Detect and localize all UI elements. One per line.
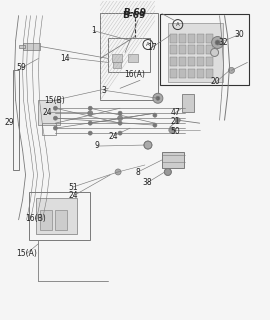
Bar [100, 13, 158, 100]
Bar [29, 192, 90, 240]
Bar [162, 152, 184, 168]
Circle shape [88, 121, 92, 125]
Bar [197, 45, 204, 54]
Circle shape [153, 123, 157, 127]
Bar [179, 58, 186, 67]
Bar [188, 34, 195, 43]
Circle shape [118, 131, 122, 135]
Bar [108, 37, 150, 72]
Bar [179, 69, 186, 78]
Text: A: A [176, 22, 180, 27]
Text: B-69: B-69 [123, 8, 147, 17]
Text: 20: 20 [211, 77, 220, 86]
Bar [197, 58, 204, 67]
Bar [55, 210, 67, 230]
Circle shape [53, 116, 58, 120]
Text: 51: 51 [68, 183, 78, 192]
Text: 24: 24 [109, 132, 118, 140]
Text: 17: 17 [148, 43, 157, 52]
Text: 16(A): 16(A) [124, 70, 146, 79]
Text: 1: 1 [91, 27, 96, 36]
Bar [170, 58, 177, 67]
Bar [206, 69, 212, 78]
Bar [40, 210, 52, 230]
Bar [188, 58, 195, 67]
Circle shape [53, 106, 58, 110]
Circle shape [215, 40, 220, 45]
Circle shape [118, 116, 123, 121]
Bar [170, 34, 177, 43]
Bar [179, 34, 186, 43]
Text: A: A [146, 42, 150, 47]
Circle shape [144, 141, 152, 149]
Bar [128, 54, 138, 62]
Bar [197, 34, 204, 43]
Circle shape [228, 68, 234, 73]
Text: 16(B): 16(B) [25, 214, 46, 223]
Text: 47: 47 [170, 108, 180, 117]
Bar [170, 69, 177, 78]
Bar [197, 69, 204, 78]
Bar [23, 43, 40, 51]
Circle shape [88, 131, 92, 135]
Text: 30: 30 [235, 30, 245, 39]
Circle shape [164, 168, 171, 175]
Text: 8: 8 [135, 168, 140, 177]
Bar [160, 14, 249, 85]
Text: 15(B): 15(B) [44, 96, 65, 105]
Circle shape [153, 93, 163, 103]
Bar [39, 100, 60, 125]
Bar [42, 123, 56, 135]
Circle shape [118, 111, 122, 115]
Bar [168, 23, 222, 82]
Text: 3: 3 [102, 86, 107, 95]
Text: 21: 21 [171, 117, 180, 126]
Text: 59: 59 [16, 63, 26, 72]
Bar [206, 34, 212, 43]
Circle shape [175, 118, 180, 123]
Text: 24: 24 [68, 191, 78, 200]
Bar [188, 69, 195, 78]
Bar [112, 54, 122, 62]
Circle shape [212, 36, 224, 49]
Text: B-69: B-69 [122, 11, 145, 20]
Bar [179, 45, 186, 54]
Bar [182, 94, 194, 112]
Bar [170, 45, 177, 54]
Circle shape [156, 96, 160, 100]
Text: 15(A): 15(A) [16, 250, 37, 259]
Bar [19, 44, 25, 49]
Circle shape [88, 111, 93, 116]
Text: 24: 24 [43, 108, 52, 117]
Circle shape [118, 121, 122, 125]
Text: 32: 32 [219, 38, 228, 47]
Bar [13, 70, 19, 170]
Bar [113, 62, 121, 68]
Text: 29: 29 [5, 118, 14, 127]
Bar [206, 45, 212, 54]
Text: 50: 50 [170, 127, 180, 136]
Circle shape [88, 106, 92, 110]
Circle shape [169, 127, 175, 133]
Bar [36, 198, 77, 234]
Text: 38: 38 [142, 179, 152, 188]
Text: 9: 9 [95, 141, 100, 150]
Circle shape [53, 126, 58, 130]
Circle shape [211, 49, 219, 56]
Bar [206, 58, 212, 67]
Circle shape [115, 169, 121, 175]
Circle shape [153, 113, 157, 117]
Text: 14: 14 [60, 53, 70, 62]
Bar [188, 45, 195, 54]
